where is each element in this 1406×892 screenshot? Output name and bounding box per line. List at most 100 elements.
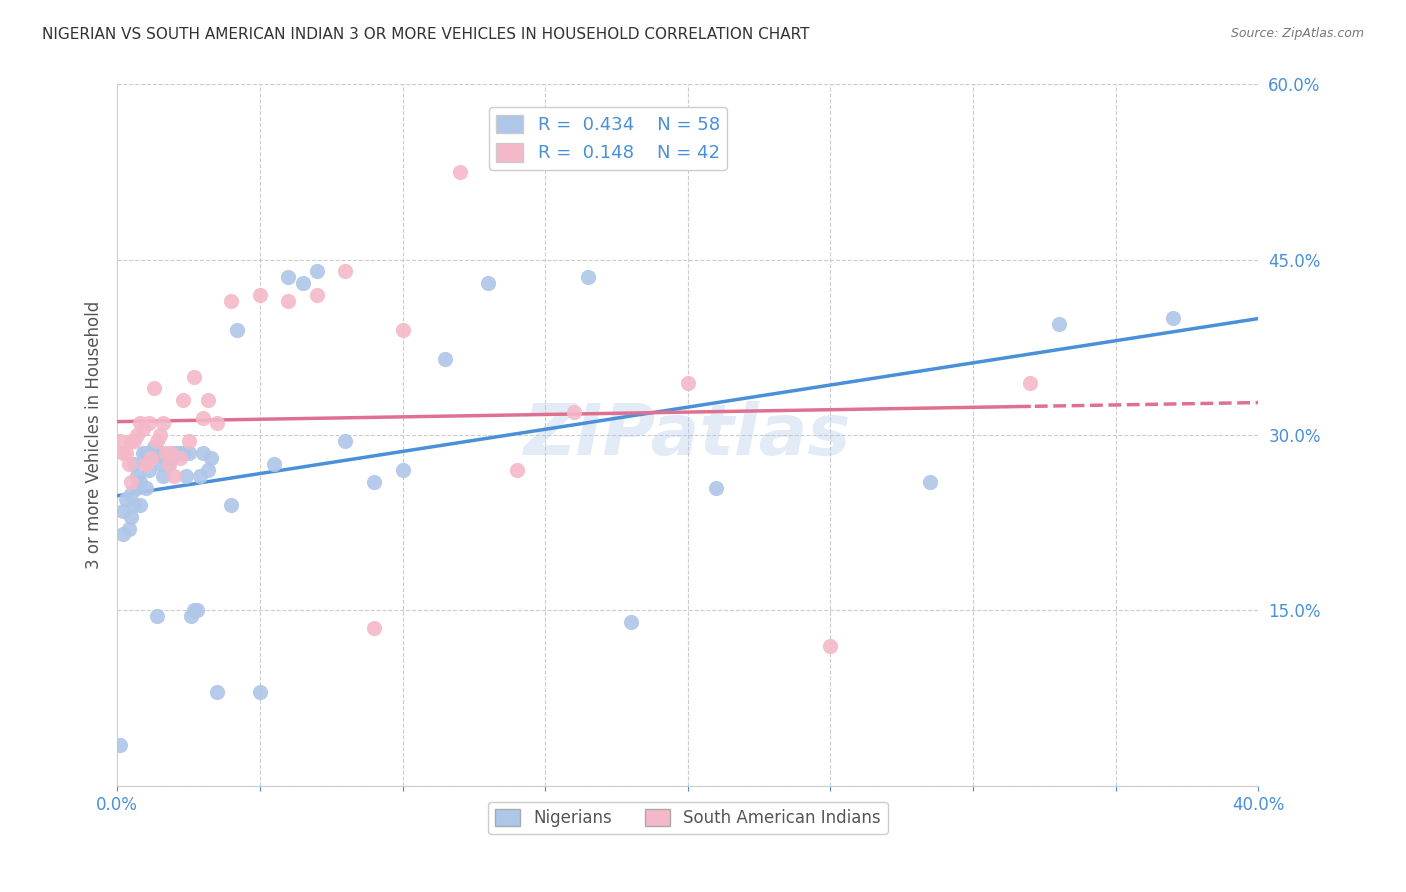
Point xyxy=(197,463,219,477)
Point xyxy=(138,463,160,477)
Point xyxy=(576,270,599,285)
Point xyxy=(291,276,314,290)
Point xyxy=(305,264,328,278)
Point xyxy=(1019,376,1042,390)
Point xyxy=(124,498,146,512)
Point xyxy=(146,609,169,624)
Point xyxy=(820,639,842,653)
Point xyxy=(1161,311,1184,326)
Point xyxy=(183,603,205,617)
Point xyxy=(363,475,385,489)
Point xyxy=(191,410,214,425)
Point xyxy=(124,434,146,448)
Point xyxy=(146,434,169,448)
Point xyxy=(120,486,142,500)
Point xyxy=(169,445,191,459)
Point xyxy=(920,475,942,489)
Point xyxy=(249,288,271,302)
Point xyxy=(305,288,328,302)
Point xyxy=(149,445,172,459)
Point xyxy=(174,469,197,483)
Legend: Nigerians, South American Indians: Nigerians, South American Indians xyxy=(488,802,887,833)
Point xyxy=(160,445,183,459)
Point xyxy=(205,685,228,699)
Point xyxy=(114,492,136,507)
Point xyxy=(177,434,200,448)
Point xyxy=(226,323,249,337)
Point xyxy=(505,463,527,477)
Point xyxy=(127,469,149,483)
Text: Source: ZipAtlas.com: Source: ZipAtlas.com xyxy=(1230,27,1364,40)
Point xyxy=(166,445,188,459)
Point xyxy=(172,445,194,459)
Point xyxy=(120,510,142,524)
Point xyxy=(221,498,243,512)
Point xyxy=(263,458,285,472)
Point xyxy=(127,428,149,442)
Point xyxy=(117,522,139,536)
Point xyxy=(188,469,211,483)
Point xyxy=(141,445,163,459)
Point xyxy=(143,440,166,454)
Point xyxy=(391,463,413,477)
Point xyxy=(111,504,134,518)
Point xyxy=(205,417,228,431)
Point xyxy=(180,609,202,624)
Point xyxy=(477,276,499,290)
Point xyxy=(676,376,699,390)
Point xyxy=(434,352,457,367)
Point xyxy=(129,498,152,512)
Point xyxy=(197,392,219,407)
Point xyxy=(108,738,131,752)
Point xyxy=(138,417,160,431)
Point xyxy=(163,445,186,459)
Point xyxy=(183,369,205,384)
Point xyxy=(143,381,166,395)
Point xyxy=(141,451,163,466)
Point xyxy=(172,392,194,407)
Point xyxy=(135,458,157,472)
Point xyxy=(108,434,131,448)
Point xyxy=(160,451,183,466)
Point xyxy=(562,405,585,419)
Point xyxy=(149,458,172,472)
Point xyxy=(135,445,157,459)
Point xyxy=(135,458,157,472)
Y-axis label: 3 or more Vehicles in Household: 3 or more Vehicles in Household xyxy=(86,301,103,569)
Point xyxy=(335,264,357,278)
Point xyxy=(129,417,152,431)
Point xyxy=(114,445,136,459)
Point xyxy=(132,445,155,459)
Point xyxy=(249,685,271,699)
Point xyxy=(191,445,214,459)
Point xyxy=(221,293,243,308)
Point xyxy=(120,434,142,448)
Point xyxy=(363,621,385,635)
Point xyxy=(186,603,208,617)
Point xyxy=(152,417,174,431)
Point xyxy=(120,475,142,489)
Point xyxy=(449,165,471,179)
Point xyxy=(277,270,299,285)
Point xyxy=(111,527,134,541)
Point xyxy=(1047,317,1070,331)
Point xyxy=(620,615,643,629)
Point xyxy=(111,445,134,459)
Text: NIGERIAN VS SOUTH AMERICAN INDIAN 3 OR MORE VEHICLES IN HOUSEHOLD CORRELATION CH: NIGERIAN VS SOUTH AMERICAN INDIAN 3 OR M… xyxy=(42,27,810,42)
Point xyxy=(135,481,157,495)
Point xyxy=(129,475,152,489)
Point xyxy=(177,445,200,459)
Point xyxy=(163,469,186,483)
Point xyxy=(155,445,177,459)
Point xyxy=(124,458,146,472)
Point xyxy=(157,458,180,472)
Point xyxy=(155,451,177,466)
Point xyxy=(157,458,180,472)
Point xyxy=(277,293,299,308)
Point xyxy=(391,323,413,337)
Point xyxy=(200,451,222,466)
Point xyxy=(152,469,174,483)
Point xyxy=(335,434,357,448)
Point xyxy=(706,481,728,495)
Point xyxy=(132,422,155,436)
